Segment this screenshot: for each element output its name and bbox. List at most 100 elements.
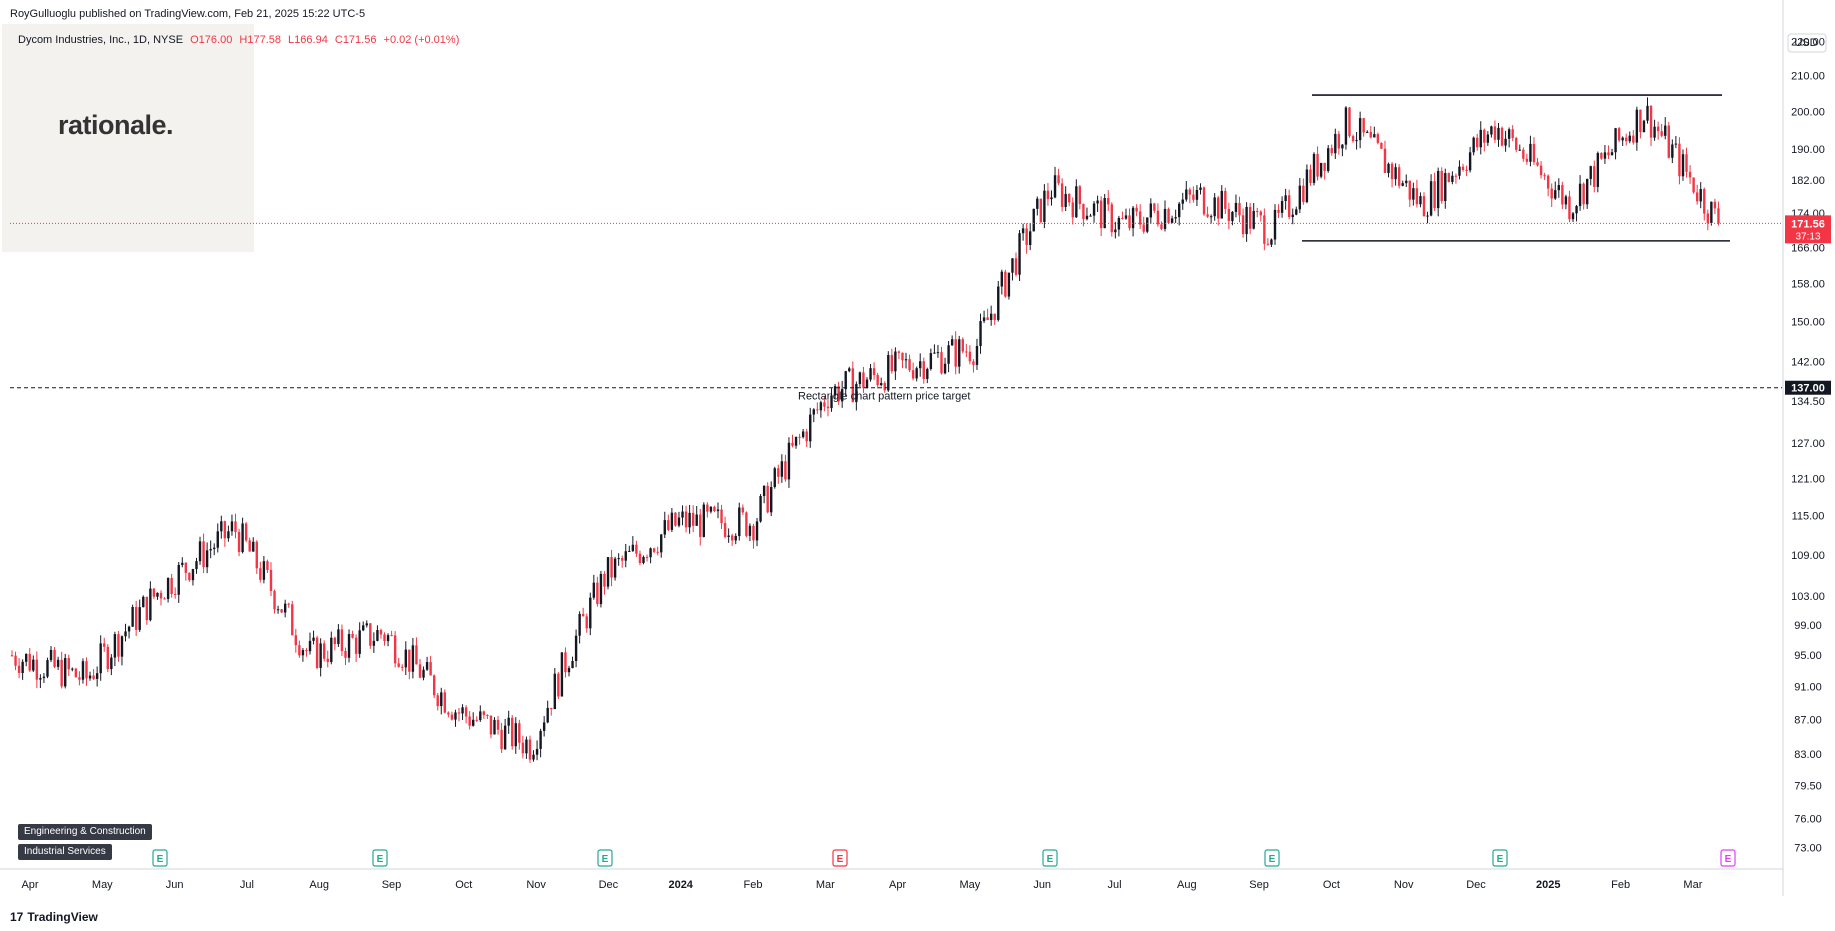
candle-body xyxy=(915,368,918,379)
candle-body xyxy=(1632,135,1635,143)
candle-body xyxy=(879,383,883,386)
candle-body xyxy=(1177,203,1181,218)
candle-body xyxy=(958,339,961,367)
candle-body xyxy=(1614,128,1617,153)
candle-body xyxy=(418,664,422,678)
x-tick-label: Nov xyxy=(1394,879,1414,891)
candle-body xyxy=(642,556,645,563)
candle-body xyxy=(677,517,681,526)
candle-body xyxy=(1323,162,1326,171)
candle-body xyxy=(17,665,21,674)
candle-body xyxy=(1156,210,1160,225)
earnings-event-icon[interactable] xyxy=(832,849,848,867)
tradingview-brand[interactable]: 17 TradingView xyxy=(10,910,98,924)
sector-tag-industrial[interactable]: Industrial Services xyxy=(18,844,112,860)
candle-body xyxy=(1046,190,1050,200)
candle-body xyxy=(770,487,773,513)
symbol-name[interactable]: Dycom Industries, Inc., 1D, NYSE xyxy=(18,34,184,46)
candle-body xyxy=(855,384,858,403)
candle-body xyxy=(443,692,447,713)
candle-body xyxy=(120,636,124,657)
y-tick-label: 200.00 xyxy=(1791,106,1825,118)
candle-body xyxy=(1043,190,1046,223)
candle-body xyxy=(936,352,940,354)
candle-body xyxy=(1710,201,1713,223)
candle-body xyxy=(1681,154,1685,177)
legend-low: L166.94 xyxy=(288,34,328,46)
candle-body xyxy=(1717,208,1720,224)
candle-body xyxy=(255,541,258,569)
earnings-event-icon[interactable] xyxy=(597,849,613,867)
earnings-event-label: E xyxy=(157,854,164,865)
candle-body xyxy=(195,561,198,570)
candle-body xyxy=(660,534,663,553)
candle-body xyxy=(1004,271,1007,297)
candle-body xyxy=(1295,209,1298,215)
x-tick-label: Dec xyxy=(1466,879,1486,891)
candle-body xyxy=(1355,140,1358,142)
candle-body xyxy=(557,673,560,697)
candle-body xyxy=(840,389,844,402)
candle-body xyxy=(823,402,826,407)
candle-body xyxy=(1628,135,1631,142)
candle-body xyxy=(1316,153,1319,177)
candle-body xyxy=(1642,120,1646,133)
target-annotation[interactable]: Rectangle chart pattern price target xyxy=(798,391,970,403)
candle-body xyxy=(1376,134,1380,143)
y-tick-label: 182.00 xyxy=(1791,175,1825,187)
candle-body xyxy=(301,650,305,656)
publish-info: RoyGulluoglu published on TradingView.co… xyxy=(10,8,365,20)
candle-body xyxy=(1163,208,1167,229)
candle-body xyxy=(223,521,227,539)
candle-body xyxy=(468,716,471,726)
candle-body xyxy=(42,676,46,679)
candle-body xyxy=(805,431,808,442)
candle-body xyxy=(390,635,393,637)
sector-tag-engineering[interactable]: Engineering & Construction xyxy=(18,824,152,840)
candle-body xyxy=(592,582,596,598)
candle-body xyxy=(1224,190,1227,209)
candle-body xyxy=(1341,144,1344,149)
candle-body xyxy=(60,659,63,687)
candle-body xyxy=(78,677,81,680)
legend-open: O176.00 xyxy=(190,34,233,46)
candle-body xyxy=(1358,118,1362,141)
earnings-event-icon[interactable] xyxy=(152,849,168,867)
target-price-tag xyxy=(1785,380,1831,395)
earnings-event-icon[interactable] xyxy=(372,849,388,867)
candle-body xyxy=(791,442,794,446)
currency-box xyxy=(1787,33,1827,53)
x-tick-label: Jul xyxy=(240,879,254,891)
candle-body xyxy=(1497,127,1500,140)
earnings-event-icon[interactable] xyxy=(1264,849,1280,867)
y-tick-label: 73.00 xyxy=(1794,843,1822,855)
candle-body xyxy=(88,675,92,679)
candle-body xyxy=(35,659,39,680)
candle-body xyxy=(1057,175,1060,184)
candle-body xyxy=(546,707,549,723)
candle-body xyxy=(1217,197,1220,219)
publisher: RoyGulluoglu published on TradingView.co… xyxy=(10,8,232,20)
candle-body xyxy=(1234,202,1238,212)
candle-body xyxy=(1674,143,1678,145)
earnings-event-icon[interactable] xyxy=(1720,849,1736,867)
candle-body xyxy=(848,368,851,372)
candle-body xyxy=(1589,166,1592,179)
candle-body xyxy=(645,556,649,558)
candle-body xyxy=(1554,190,1557,199)
earnings-event-icon[interactable] xyxy=(1042,849,1058,867)
candle-body xyxy=(46,660,49,677)
candle-body xyxy=(1039,198,1043,223)
candle-body xyxy=(404,649,407,668)
candle-body xyxy=(908,359,911,371)
x-tick-label: May xyxy=(960,879,981,891)
candle-body xyxy=(954,339,957,367)
candle-body xyxy=(961,339,964,352)
earnings-event-icon[interactable] xyxy=(1492,849,1508,867)
candle-body xyxy=(422,669,425,678)
candle-body xyxy=(613,558,617,578)
currency-label[interactable]: USD xyxy=(1794,37,1817,49)
candle-body xyxy=(1117,217,1121,230)
candle-body xyxy=(901,352,904,361)
